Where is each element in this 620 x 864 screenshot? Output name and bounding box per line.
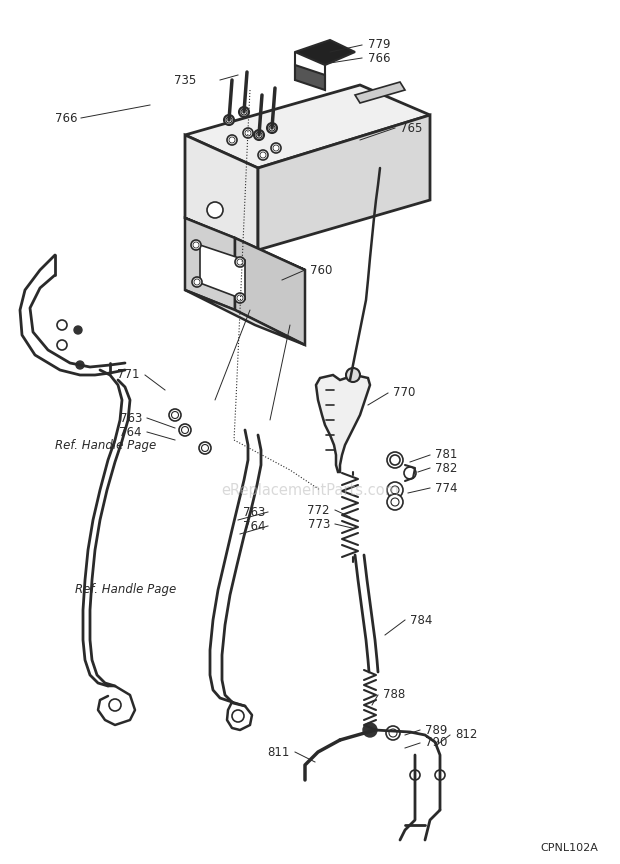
- Circle shape: [258, 150, 268, 160]
- Polygon shape: [185, 218, 305, 270]
- Circle shape: [256, 132, 262, 138]
- Text: 764: 764: [242, 519, 265, 532]
- Circle shape: [194, 279, 200, 285]
- Circle shape: [169, 409, 181, 421]
- Polygon shape: [316, 375, 370, 472]
- Text: 790: 790: [425, 736, 448, 749]
- Text: 771: 771: [118, 369, 140, 382]
- Circle shape: [239, 107, 249, 117]
- Circle shape: [207, 202, 223, 218]
- Circle shape: [363, 723, 377, 737]
- Text: 735: 735: [174, 73, 196, 86]
- Circle shape: [386, 726, 400, 740]
- Circle shape: [241, 109, 247, 115]
- Circle shape: [57, 340, 67, 350]
- Polygon shape: [295, 65, 325, 90]
- Polygon shape: [185, 218, 235, 310]
- Circle shape: [57, 320, 67, 330]
- Circle shape: [179, 424, 191, 436]
- Text: 782: 782: [435, 461, 458, 474]
- Circle shape: [346, 368, 360, 382]
- Text: 772: 772: [308, 504, 330, 517]
- Text: 766: 766: [56, 111, 78, 124]
- Circle shape: [243, 128, 253, 138]
- Circle shape: [273, 145, 279, 151]
- Polygon shape: [200, 245, 245, 300]
- Circle shape: [226, 117, 232, 123]
- Circle shape: [389, 729, 397, 737]
- Circle shape: [391, 498, 399, 506]
- Polygon shape: [185, 135, 258, 250]
- Polygon shape: [185, 85, 430, 168]
- Circle shape: [387, 452, 403, 468]
- Text: 760: 760: [310, 264, 332, 276]
- Text: 781: 781: [435, 448, 458, 461]
- Text: 773: 773: [308, 518, 330, 530]
- Circle shape: [245, 130, 251, 136]
- Circle shape: [172, 411, 179, 418]
- Circle shape: [391, 486, 399, 494]
- Circle shape: [269, 125, 275, 131]
- Text: Ref. Handle Page: Ref. Handle Page: [55, 439, 156, 452]
- Circle shape: [235, 257, 245, 267]
- Circle shape: [227, 135, 237, 145]
- Text: 812: 812: [455, 728, 477, 741]
- Circle shape: [232, 710, 244, 722]
- Circle shape: [224, 115, 234, 125]
- Text: 811: 811: [268, 746, 290, 759]
- Circle shape: [235, 293, 245, 303]
- Text: 788: 788: [383, 689, 405, 702]
- Circle shape: [404, 467, 416, 479]
- Circle shape: [387, 482, 403, 498]
- Circle shape: [192, 277, 202, 287]
- Circle shape: [191, 240, 201, 250]
- Text: 766: 766: [368, 52, 391, 65]
- Text: 789: 789: [425, 723, 448, 736]
- Polygon shape: [185, 290, 305, 345]
- Circle shape: [202, 444, 208, 452]
- Text: 763: 763: [242, 505, 265, 518]
- Circle shape: [237, 295, 243, 301]
- Circle shape: [74, 326, 82, 334]
- Circle shape: [182, 427, 188, 434]
- Text: 770: 770: [393, 386, 415, 399]
- Circle shape: [387, 494, 403, 510]
- Circle shape: [237, 259, 243, 265]
- Text: 784: 784: [410, 613, 432, 626]
- Circle shape: [76, 361, 84, 369]
- Text: 764: 764: [120, 425, 142, 439]
- Polygon shape: [235, 238, 305, 345]
- Polygon shape: [295, 40, 355, 65]
- Circle shape: [390, 455, 400, 465]
- Text: Ref. Handle Page: Ref. Handle Page: [75, 583, 176, 596]
- Circle shape: [229, 137, 235, 143]
- Circle shape: [410, 770, 420, 780]
- Circle shape: [193, 242, 199, 248]
- Circle shape: [260, 152, 266, 158]
- Circle shape: [435, 770, 445, 780]
- Circle shape: [271, 143, 281, 153]
- Circle shape: [267, 123, 277, 133]
- Text: 779: 779: [368, 39, 391, 52]
- Text: eReplacementParts.com: eReplacementParts.com: [221, 482, 399, 498]
- Polygon shape: [258, 115, 430, 250]
- Text: CPNL102A: CPNL102A: [540, 843, 598, 853]
- Polygon shape: [355, 82, 405, 103]
- Text: 763: 763: [120, 411, 142, 424]
- Circle shape: [254, 130, 264, 140]
- Text: 765: 765: [400, 122, 422, 135]
- Circle shape: [109, 699, 121, 711]
- Text: 774: 774: [435, 481, 458, 494]
- Circle shape: [199, 442, 211, 454]
